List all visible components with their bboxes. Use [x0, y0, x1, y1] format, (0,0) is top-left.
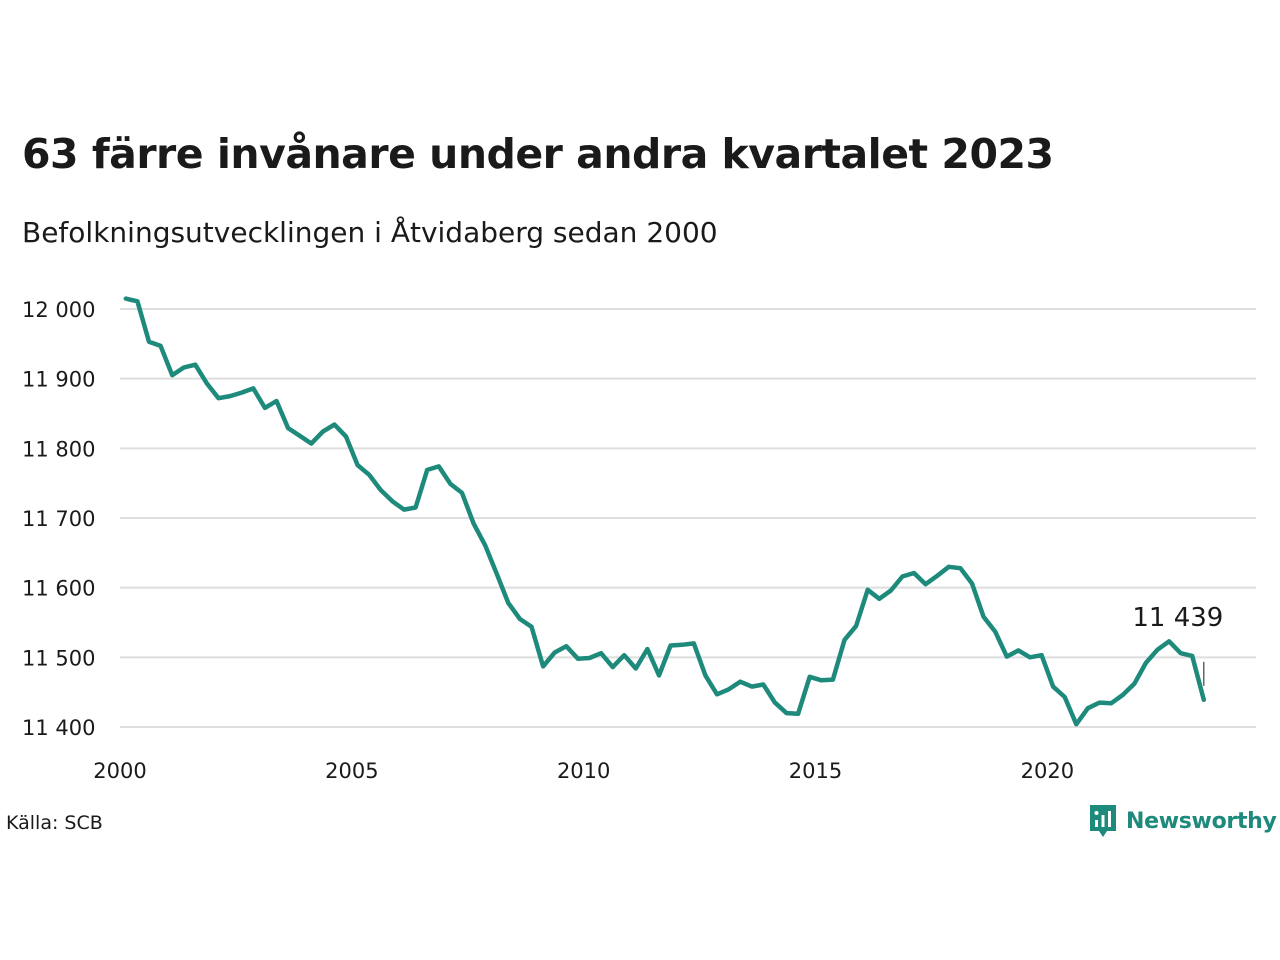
y-tick-label: 12 000 — [22, 298, 95, 322]
y-tick-label: 11 800 — [22, 437, 95, 461]
y-tick-label: 11 700 — [22, 507, 95, 531]
chart-subtitle: Befolkningsutvecklingen i Åtvidaberg sed… — [22, 216, 718, 249]
y-tick-label: 11 600 — [22, 577, 95, 601]
y-tick-label: 11 400 — [22, 716, 95, 740]
x-tick-label: 2005 — [325, 759, 378, 783]
x-tick-label: 2020 — [1021, 759, 1074, 783]
series-line — [123, 296, 1207, 727]
brand-name: Newsworthy — [1126, 808, 1277, 834]
x-tick-label: 2010 — [557, 759, 610, 783]
annotation-label: 11 439 — [1132, 603, 1223, 633]
x-tick-label: 2000 — [93, 759, 146, 783]
y-tick-label: 11 500 — [22, 646, 95, 670]
x-tick-label: 2015 — [789, 759, 842, 783]
source-label: Källa: SCB — [6, 812, 103, 834]
newsworthy-logo[interactable]: Newsworthy — [1088, 803, 1277, 839]
chart-title: 63 färre invånare under andra kvartalet … — [22, 130, 1054, 178]
newsworthy-logo-icon — [1090, 805, 1116, 837]
y-tick-label: 11 900 — [22, 368, 95, 392]
